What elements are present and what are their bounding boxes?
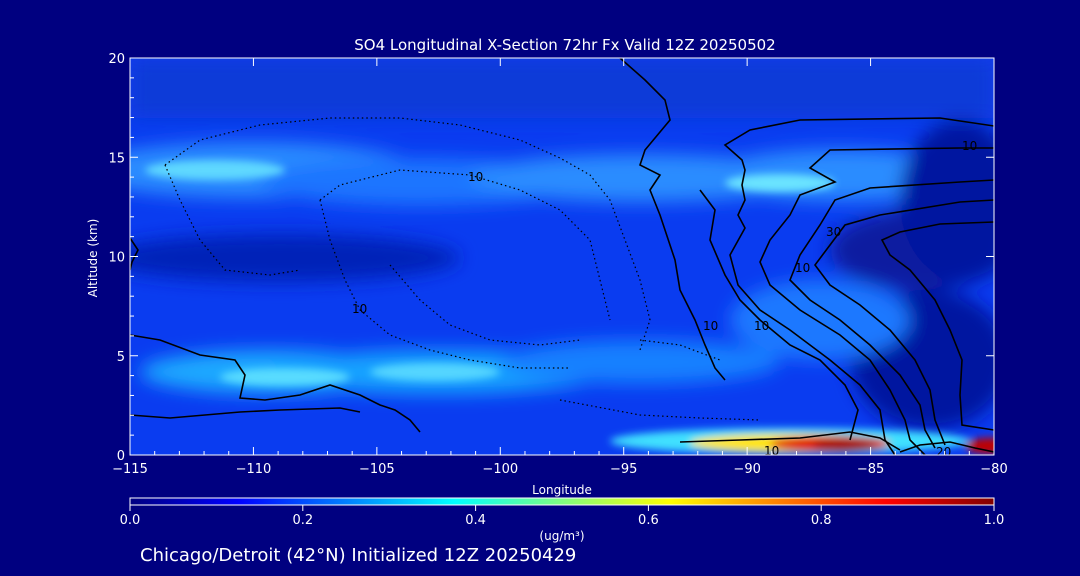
contour-line	[130, 334, 421, 433]
y-tick-label: 20	[108, 52, 125, 67]
chart-title: SO4 Longitudinal X-Section 72hr Fx Valid…	[354, 36, 775, 54]
dotted-contour-line	[164, 164, 301, 276]
contour-label: 10	[764, 444, 779, 458]
plume-cores	[145, 160, 994, 454]
upper-left-core	[145, 160, 285, 180]
contour-line	[619, 58, 726, 381]
contour-line	[699, 189, 859, 441]
contour-line	[899, 441, 994, 453]
colorbar	[129, 497, 995, 506]
dotted-contour-line	[389, 264, 581, 346]
contour-line	[789, 179, 994, 449]
y-axis-label: Altitude (km)	[86, 219, 100, 298]
y-tick-label: 10	[108, 251, 125, 266]
dotted-contours	[164, 117, 761, 421]
contour-line	[880, 221, 994, 431]
x-axis-label: Longitude	[532, 483, 592, 497]
contour-label: 10	[795, 261, 810, 275]
contour-labels: 10 10 10 10 30 10 10 10 20	[352, 139, 977, 459]
x-tick-label: −80	[980, 462, 1007, 477]
x-tick-label: −115	[112, 462, 148, 477]
concentration-field	[130, 58, 994, 430]
x-tick-label: −110	[236, 462, 272, 477]
footer-caption: Chicago/Detroit (42°N) Initialized 12Z 2…	[140, 545, 576, 566]
x-tick-label: −90	[733, 462, 760, 477]
colorbar-tick-label: 0.4	[465, 513, 486, 528]
dotted-contour-line	[319, 169, 611, 321]
y-tick-label: 15	[108, 151, 125, 166]
colorbar-tick-label: 0.8	[811, 513, 832, 528]
dotted-contour-line	[639, 339, 721, 361]
colorbar-tick-label: 0.0	[120, 513, 141, 528]
contour-label: 20	[936, 445, 951, 459]
contour-line	[814, 199, 994, 446]
colorbar-tick-label: 1.0	[984, 513, 1005, 528]
right-upper-dark	[900, 120, 994, 280]
lower-center-core	[370, 363, 500, 381]
x-tick-label: −100	[482, 462, 518, 477]
colorbar-tick-label: 0.2	[292, 513, 313, 528]
contour-label: 30	[826, 225, 841, 239]
x-tick-label: −105	[359, 462, 395, 477]
contour-label: 10	[352, 302, 367, 316]
lower-left-core	[220, 368, 350, 386]
y-tick-label: 0	[117, 449, 125, 464]
dotted-contour-line	[319, 199, 570, 369]
upper-right-core	[725, 174, 835, 192]
contour-line	[723, 117, 994, 455]
colorbar-tick-label: 0.6	[638, 513, 659, 528]
x-tick-label: −85	[857, 462, 884, 477]
contour-line	[679, 431, 901, 451]
colorbar-unit-label: (ug/m³)	[539, 529, 584, 543]
contour-line	[130, 407, 361, 419]
plot-area: 10 10 10 10 30 10 10 10 20	[130, 58, 994, 459]
contour-label: 10	[754, 319, 769, 333]
dotted-contour-line	[559, 399, 761, 421]
x-tick-label: −95	[610, 462, 637, 477]
upper-background-band	[130, 58, 994, 118]
y-tick-label: 5	[117, 350, 125, 365]
colorbar-ticks: 0.0 0.2 0.4 0.6 0.8 1.0	[120, 505, 1005, 528]
mid-dark-band	[130, 234, 460, 282]
contour-label: 10	[962, 139, 977, 153]
lower-plume-right	[500, 340, 780, 384]
contour-label: 10	[468, 170, 483, 184]
axes: −115 −110 −105 −100 −95 −90 −85 −80 0 5 10 15 20	[108, 52, 1007, 477]
surface-plume-darkred	[813, 439, 877, 451]
contour-label: 10	[703, 319, 718, 333]
contour-line	[759, 147, 994, 455]
